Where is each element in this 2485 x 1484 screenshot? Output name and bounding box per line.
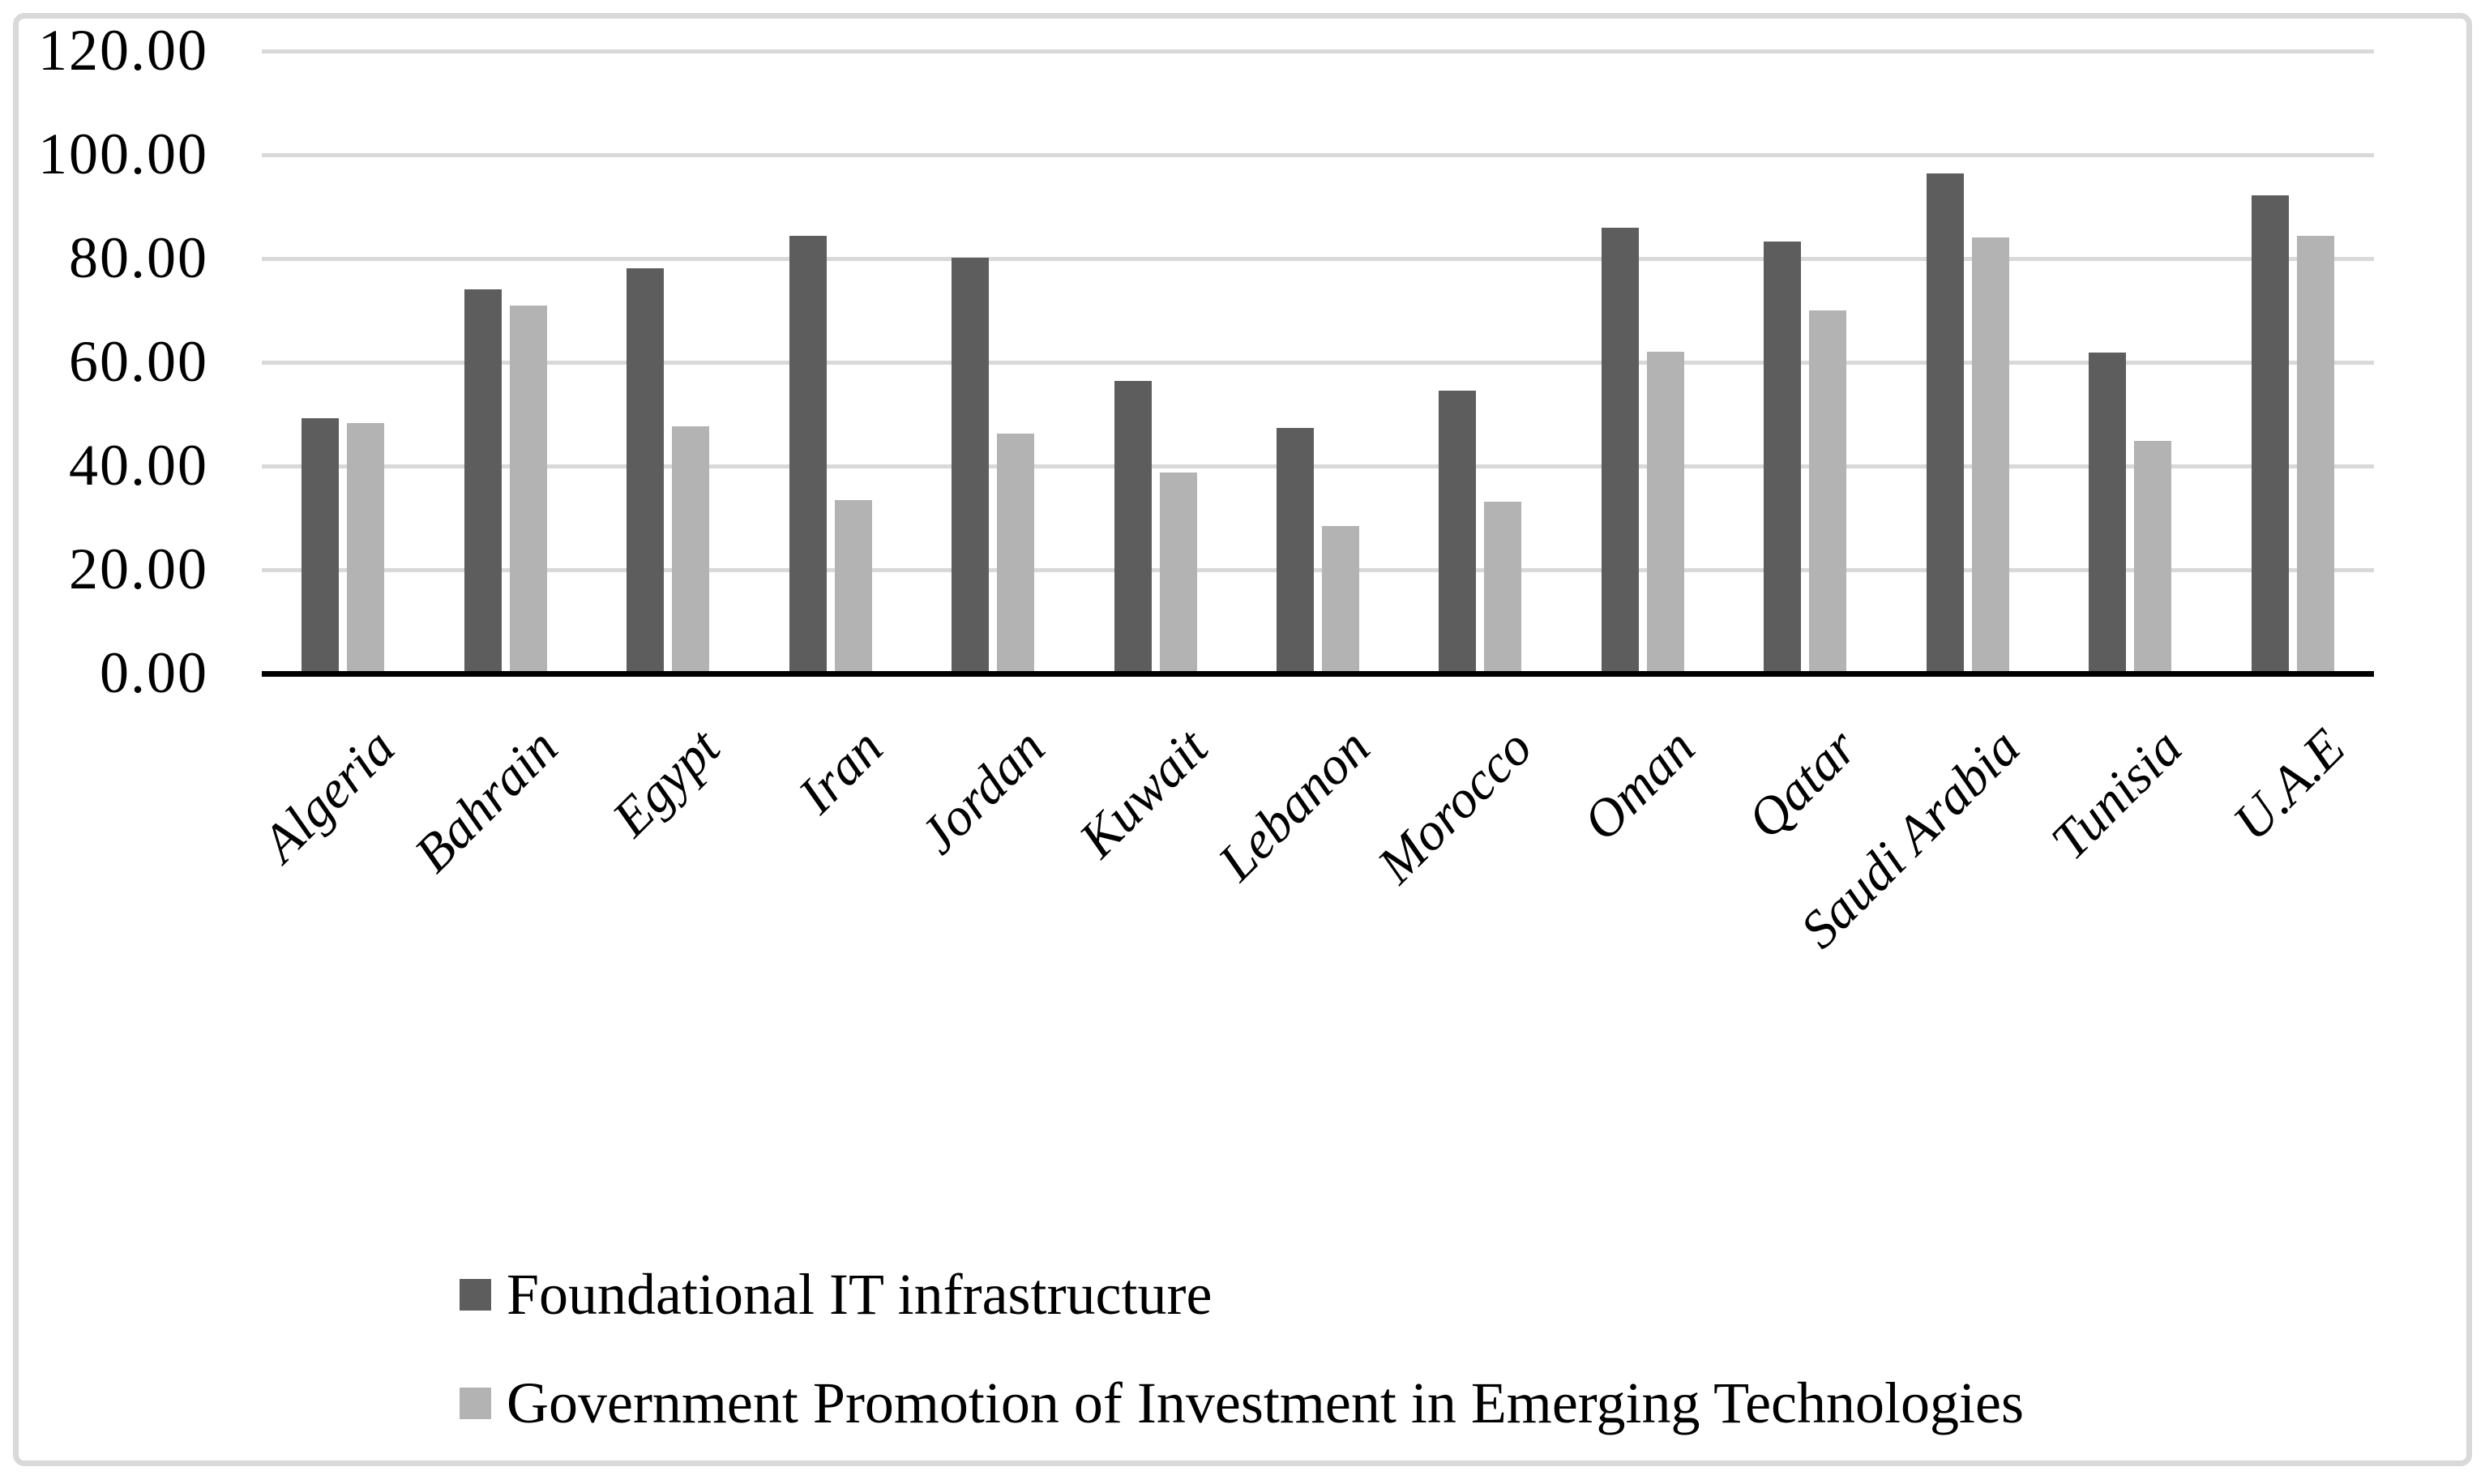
bar-light bbox=[997, 434, 1034, 674]
bar-light bbox=[2134, 441, 2171, 674]
bar-dark bbox=[2252, 195, 2289, 674]
y-axis-tick-label: 0.00 bbox=[100, 640, 208, 705]
chart-frame: 0.00 20.00 40.00 60.00 80.00 100.00 120.00 Alge… bbox=[13, 13, 2472, 1466]
bar-dark bbox=[2089, 353, 2126, 674]
gridline bbox=[262, 361, 2374, 365]
bar-light bbox=[1484, 502, 1521, 674]
y-axis-tick-label: 80.00 bbox=[69, 225, 208, 290]
legend: Foundational IT infrastructure Governmen… bbox=[460, 1265, 2024, 1482]
legend-item: Government Promotion of Investment in Em… bbox=[460, 1374, 2024, 1432]
legend-swatch-dark-icon bbox=[460, 1278, 491, 1311]
bar-dark bbox=[627, 268, 664, 674]
legend-label: Government Promotion of Investment in Em… bbox=[507, 1371, 2024, 1435]
bar-light bbox=[1972, 237, 2009, 674]
bar-dark bbox=[1764, 242, 1801, 674]
bar-light bbox=[1809, 310, 1846, 674]
gridline bbox=[262, 464, 2374, 468]
bar-dark bbox=[1277, 428, 1314, 674]
bar-dark bbox=[1439, 391, 1476, 674]
gridline bbox=[262, 153, 2374, 157]
gridline bbox=[262, 568, 2374, 572]
x-axis-line bbox=[262, 671, 2374, 677]
bar-light bbox=[2297, 236, 2334, 674]
bar-light bbox=[672, 426, 709, 674]
plot-area: 0.00 20.00 40.00 60.00 80.00 100.00 120.00 Alge… bbox=[19, 19, 2466, 1460]
bar-dark bbox=[302, 418, 339, 674]
bar-light bbox=[347, 423, 384, 674]
bar-dark bbox=[952, 258, 989, 674]
y-axis-tick-label: 20.00 bbox=[69, 537, 208, 601]
bar-dark bbox=[464, 289, 502, 674]
bar-dark bbox=[1602, 228, 1639, 674]
bar-light bbox=[1160, 473, 1197, 674]
y-axis-tick-label: 60.00 bbox=[69, 329, 208, 394]
legend-swatch-light-icon bbox=[460, 1387, 491, 1419]
y-axis-tick-label: 40.00 bbox=[69, 433, 208, 498]
y-axis-tick-label: 120.00 bbox=[38, 18, 208, 83]
gridline bbox=[262, 49, 2374, 53]
bar-dark bbox=[789, 236, 827, 674]
legend-label: Foundational IT infrastructure bbox=[507, 1262, 1213, 1327]
bar-light bbox=[1647, 352, 1684, 674]
bar-dark bbox=[1114, 381, 1152, 674]
bar-light bbox=[510, 306, 547, 674]
bar-light bbox=[1322, 526, 1359, 674]
legend-item: Foundational IT infrastructure bbox=[460, 1265, 2024, 1324]
gridline bbox=[262, 257, 2374, 261]
y-axis-tick-label: 100.00 bbox=[38, 122, 208, 186]
bar-dark bbox=[1927, 173, 1964, 674]
bar-light bbox=[835, 500, 872, 674]
